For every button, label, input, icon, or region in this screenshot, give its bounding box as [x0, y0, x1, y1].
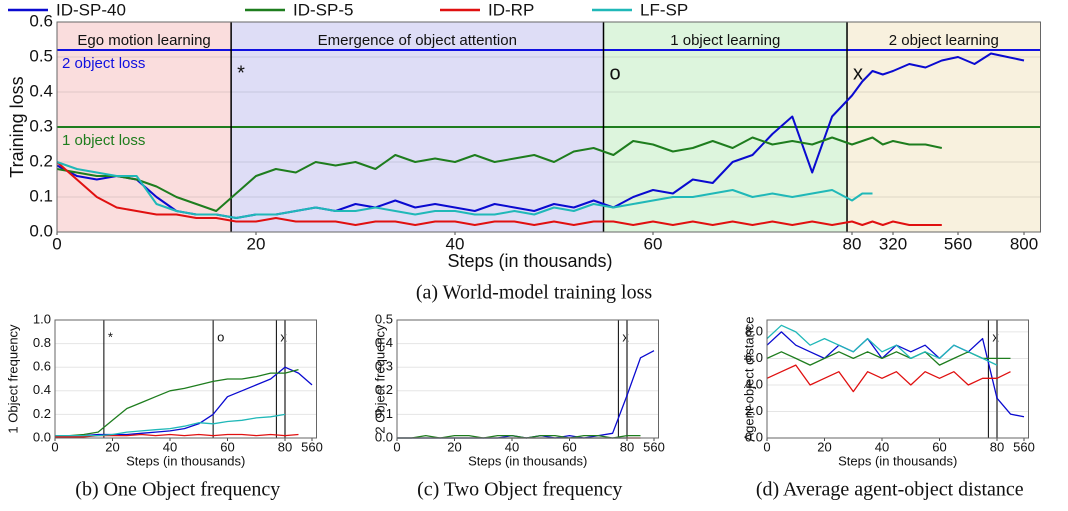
x-tick-label: 0	[51, 439, 58, 454]
caption: (c) Two Object frequency	[417, 479, 622, 501]
boundary-marker: x	[280, 329, 287, 344]
x-tick-label: 80	[620, 439, 634, 454]
y-tick-label: 0.0	[375, 429, 393, 444]
x-tick-label: 60	[644, 234, 663, 253]
boundary-marker: x	[853, 62, 863, 84]
x-tick-label: 40	[446, 234, 465, 253]
series-line	[56, 161, 942, 226]
x-tick-label: 80	[990, 439, 1004, 454]
x-tick-label: 800	[1010, 234, 1038, 253]
y-tick-label: 0.0	[29, 221, 53, 240]
y-tick-label: 0.6	[29, 11, 53, 30]
y-tick-label: 0.5	[375, 311, 393, 326]
boundary-marker: o	[217, 329, 224, 344]
x-tick-label: 0	[763, 439, 770, 454]
x-tick-label: 20	[447, 439, 461, 454]
series-line	[766, 324, 998, 366]
y-axis-label: 1 Object frequency	[5, 324, 20, 434]
caption: (d) Average agent-object distance	[756, 479, 1024, 501]
x-axis-label: Steps (in thousands)	[126, 453, 245, 468]
boundary-marker: x	[622, 329, 629, 344]
legend-label: ID-RP	[488, 0, 534, 19]
reference-label: 1 object loss	[62, 132, 145, 149]
legend-label: LF-SP	[640, 0, 688, 19]
boundary-marker: *	[108, 329, 113, 344]
phase-label: Emergence of object attention	[318, 32, 517, 49]
x-tick-label: 20	[105, 439, 119, 454]
y-tick-label: 4.0	[745, 376, 763, 391]
x-axis-label: Steps (in thousands)	[468, 453, 587, 468]
y-tick-label: 0.6	[33, 359, 51, 374]
y-tick-label: 8.0	[745, 323, 763, 338]
caption: (b) One Object frequency	[75, 479, 280, 501]
boundary-marker: *	[237, 62, 245, 84]
y-tick-label: 0.2	[33, 406, 51, 421]
y-tick-label: 0.2	[29, 151, 53, 170]
series-line	[55, 413, 286, 437]
series-line	[56, 136, 943, 212]
x-tick-label: 320	[879, 234, 907, 253]
phase-label: Ego motion learning	[77, 32, 210, 49]
caption: (a) World-model training loss	[416, 282, 653, 304]
y-axis-label: Agent-object distance	[741, 316, 756, 441]
x-tick-label: 40	[163, 439, 177, 454]
x-tick-label: 40	[505, 439, 519, 454]
series-line	[766, 331, 1025, 418]
series-line	[766, 364, 1011, 393]
series-line	[56, 161, 873, 219]
y-axis-label: 2 Object frequency	[372, 324, 387, 434]
x-tick-label: 560	[301, 439, 323, 454]
y-tick-label: 0.0	[33, 429, 51, 444]
series-line	[55, 366, 313, 437]
y-tick-label: 1.0	[33, 311, 51, 326]
x-axis-label: Steps (in thousands)	[447, 251, 612, 271]
y-tick-label: 0.3	[29, 116, 53, 135]
plot-frame	[54, 319, 317, 439]
x-tick-label: 40	[875, 439, 889, 454]
phase-label: 1 object learning	[670, 32, 780, 49]
x-tick-label: 560	[944, 234, 972, 253]
y-tick-label: 0.1	[29, 186, 53, 205]
boundary-marker: o	[610, 62, 621, 84]
phase-label: 2 object learning	[889, 32, 999, 49]
x-tick-label: 0	[393, 439, 400, 454]
y-tick-label: 0.0	[745, 429, 763, 444]
boundary-marker: x	[992, 329, 999, 344]
y-axis-label: Training loss	[7, 76, 27, 177]
x-tick-label: 560	[1013, 439, 1035, 454]
legend-label: ID-SP-40	[56, 0, 126, 19]
y-tick-label: 0.4	[29, 81, 53, 100]
x-tick-label: 20	[817, 439, 831, 454]
y-tick-label: 0.5	[29, 46, 53, 65]
y-tick-label: 0.3	[375, 359, 393, 374]
plot-frame	[56, 21, 1041, 233]
y-tick-label: 0.8	[33, 335, 51, 350]
plot-frame	[396, 319, 659, 439]
x-tick-label: 80	[278, 439, 292, 454]
plot-frame	[766, 319, 1029, 439]
series-line	[397, 350, 655, 439]
x-tick-label: 60	[562, 439, 576, 454]
x-tick-label: 60	[932, 439, 946, 454]
x-tick-label: 60	[220, 439, 234, 454]
y-tick-label: 0.2	[375, 382, 393, 397]
legend-label: ID-SP-5	[293, 0, 353, 19]
x-tick-label: 20	[247, 234, 266, 253]
reference-label: 2 object loss	[62, 55, 145, 72]
x-axis-label: Steps (in thousands)	[838, 453, 957, 468]
y-tick-label: 2.0	[745, 403, 763, 418]
y-tick-label: 0.1	[375, 406, 393, 421]
y-tick-label: 0.4	[33, 382, 51, 397]
y-tick-label: 0.4	[375, 335, 393, 350]
x-tick-label: 80	[843, 234, 862, 253]
x-tick-label: 560	[643, 439, 665, 454]
x-tick-label: 0	[52, 234, 61, 253]
y-tick-label: 6.0	[745, 350, 763, 365]
series-line	[55, 368, 299, 437]
